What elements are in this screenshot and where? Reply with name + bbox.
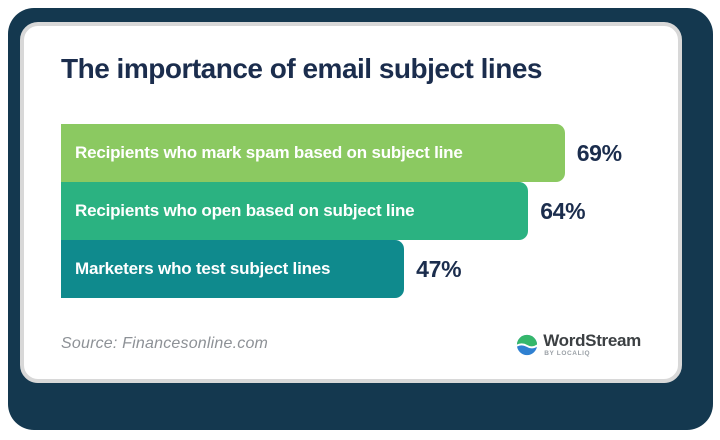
source-attribution: Source: Financesonline.com: [61, 335, 269, 353]
wave-circle-icon: [516, 334, 539, 355]
bar-label: Recipients who mark spam based on subjec…: [75, 143, 463, 162]
bar-open: Recipients who open based on subject lin…: [61, 182, 529, 240]
bar-spam: Recipients who mark spam based on subjec…: [61, 124, 565, 182]
bar-row: Marketers who test subject lines 47%: [61, 240, 678, 298]
bar-row: Recipients who mark spam based on subjec…: [61, 124, 678, 182]
bar-row: Recipients who open based on subject lin…: [61, 182, 678, 240]
bar-test: Marketers who test subject lines: [61, 240, 405, 298]
bar-value: 47%: [416, 255, 462, 282]
logo-brand: WordStream: [543, 330, 641, 350]
logo-text: WordStream by LOCALiQ: [543, 332, 641, 358]
footer: Source: Financesonline.com WordStream by…: [61, 332, 678, 364]
bar-value: 64%: [540, 197, 586, 224]
logo-byline: by LOCALiQ: [544, 349, 591, 357]
chart-title: The importance of email subject lines: [61, 53, 542, 84]
wordstream-logo: WordStream by LOCALiQ: [516, 332, 641, 358]
bar-chart: Recipients who mark spam based on subjec…: [61, 124, 678, 298]
infographic-card: The importance of email subject lines Re…: [20, 22, 682, 383]
bar-value: 69%: [576, 139, 622, 166]
bar-label: Marketers who test subject lines: [75, 259, 331, 278]
bar-label: Recipients who open based on subject lin…: [75, 201, 415, 220]
